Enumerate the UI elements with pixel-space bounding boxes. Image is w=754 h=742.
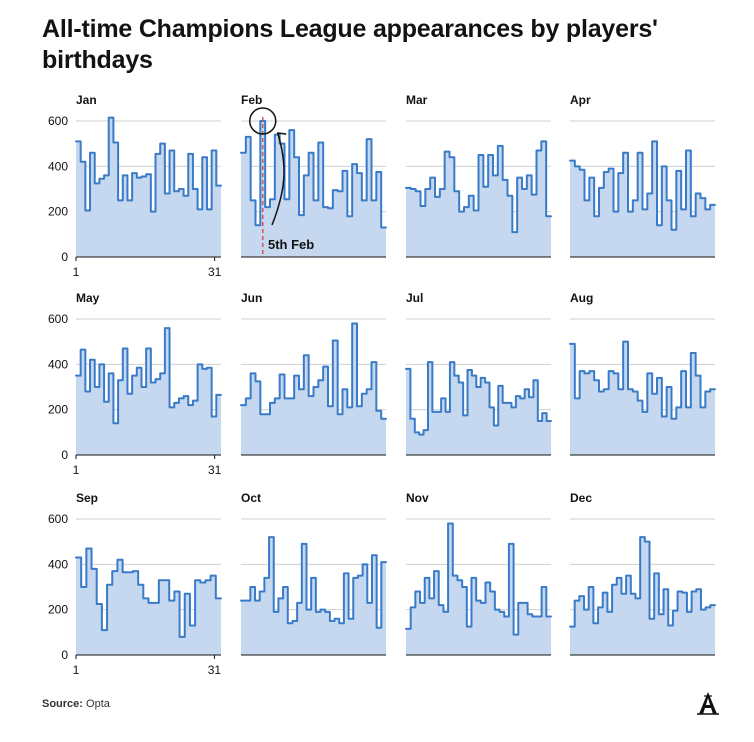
- source-value: Opta: [86, 698, 110, 710]
- y-tick-label: 600: [48, 312, 68, 326]
- x-tick-label: 31: [208, 463, 222, 477]
- series-area: [76, 117, 221, 257]
- month-label: Oct: [241, 491, 261, 505]
- annotation-label: 5th Feb: [268, 237, 314, 252]
- panel-jan: Jan 0 200 400 600 1 31: [48, 93, 222, 279]
- y-tick-label: 600: [48, 512, 68, 526]
- publisher-logo-icon: [697, 692, 719, 715]
- y-tick-label: 600: [48, 114, 68, 128]
- panel-nov: Nov: [405, 491, 552, 656]
- series-line: [405, 522, 552, 636]
- month-label: Apr: [570, 93, 591, 107]
- series-line: [75, 327, 222, 425]
- series-line: [240, 120, 387, 229]
- series-line: [240, 322, 387, 420]
- x-tick-label: 1: [73, 265, 80, 279]
- series-area: [76, 328, 221, 455]
- series-line: [569, 140, 716, 231]
- y-tick-label: 400: [48, 557, 68, 571]
- x-tick-label: 31: [208, 663, 222, 677]
- series-area: [241, 537, 386, 655]
- y-tick-label: 200: [48, 603, 68, 617]
- panel-mar: Mar: [405, 93, 552, 258]
- series-area: [570, 537, 715, 655]
- x-tick-label: 31: [208, 265, 222, 279]
- x-tick-label: 1: [73, 463, 80, 477]
- series-line: [405, 361, 552, 436]
- month-label: Sep: [76, 491, 98, 505]
- month-label: Jan: [76, 93, 97, 107]
- month-label: Jul: [406, 291, 423, 305]
- series-line: [405, 140, 552, 234]
- y-tick-label: 0: [61, 448, 68, 462]
- highlight-circle: [249, 107, 277, 135]
- month-label: May: [76, 291, 100, 305]
- month-label: Dec: [570, 491, 592, 505]
- panel-feb: Feb 5th Feb: [240, 93, 387, 258]
- panel-apr: Apr: [569, 93, 716, 258]
- source-label: Source:: [42, 698, 83, 710]
- source-note: Source: Opta: [42, 698, 110, 710]
- y-tick-label: 0: [61, 648, 68, 662]
- month-label: Mar: [406, 93, 428, 107]
- y-tick-label: 400: [48, 159, 68, 173]
- series-line: [75, 547, 222, 638]
- panel-jun: Jun: [240, 291, 387, 456]
- annotation-arrowhead: [277, 132, 287, 141]
- panel-jul: Jul: [405, 291, 552, 456]
- series-line: [240, 536, 387, 629]
- month-label: Aug: [570, 291, 593, 305]
- annotation-arrow: [271, 132, 285, 226]
- y-tick-label: 0: [61, 250, 68, 264]
- panel-oct: Oct: [240, 491, 387, 656]
- month-label: Jun: [241, 291, 262, 305]
- series-area: [406, 362, 551, 455]
- series-area: [406, 523, 551, 655]
- y-tick-label: 200: [48, 205, 68, 219]
- month-label: Feb: [241, 93, 262, 107]
- series-line: [75, 116, 222, 213]
- panel-dec: Dec: [569, 491, 716, 656]
- series-line: [569, 536, 716, 628]
- chart-title: All-time Champions League appearances by…: [42, 15, 658, 74]
- panel-aug: Aug: [569, 291, 716, 456]
- series-area: [570, 341, 715, 455]
- series-line: [569, 340, 716, 420]
- x-tick-label: 1: [73, 663, 80, 677]
- y-tick-label: 200: [48, 403, 68, 417]
- panel-may: May 0 200 400 600 1 31: [48, 291, 222, 477]
- y-tick-label: 400: [48, 357, 68, 371]
- month-label: Nov: [406, 491, 429, 505]
- panel-sep: Sep 0 200 400 600 1 31: [48, 491, 222, 677]
